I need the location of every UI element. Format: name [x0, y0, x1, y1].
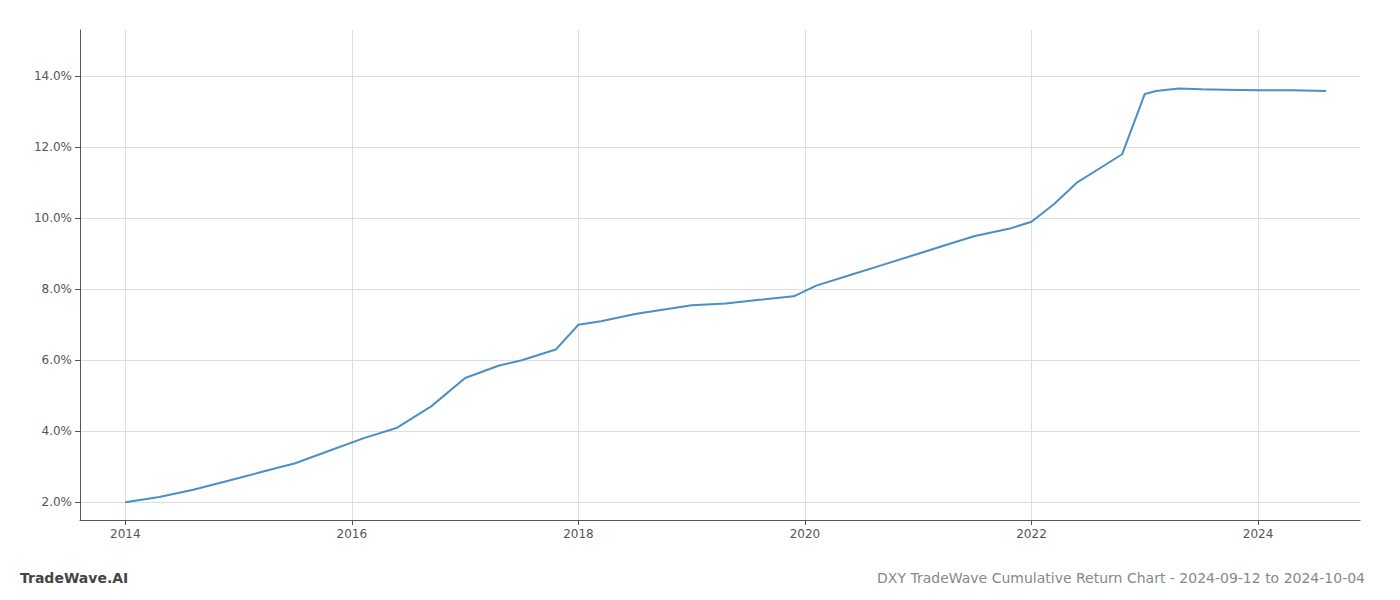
svg-text:2020: 2020: [790, 527, 821, 541]
svg-text:TradeWave.AI: TradeWave.AI: [20, 570, 128, 586]
svg-text:2014: 2014: [110, 527, 141, 541]
svg-text:2022: 2022: [1016, 527, 1047, 541]
svg-text:2.0%: 2.0%: [42, 495, 73, 509]
svg-text:4.0%: 4.0%: [42, 424, 73, 438]
svg-text:2018: 2018: [563, 527, 594, 541]
svg-text:DXY TradeWave Cumulative Retur: DXY TradeWave Cumulative Return Chart - …: [877, 570, 1365, 586]
svg-text:14.0%: 14.0%: [34, 69, 72, 83]
svg-text:2024: 2024: [1243, 527, 1274, 541]
svg-text:2016: 2016: [337, 527, 368, 541]
svg-text:8.0%: 8.0%: [42, 282, 73, 296]
svg-text:10.0%: 10.0%: [34, 211, 72, 225]
svg-text:12.0%: 12.0%: [34, 140, 72, 154]
svg-text:6.0%: 6.0%: [42, 353, 73, 367]
